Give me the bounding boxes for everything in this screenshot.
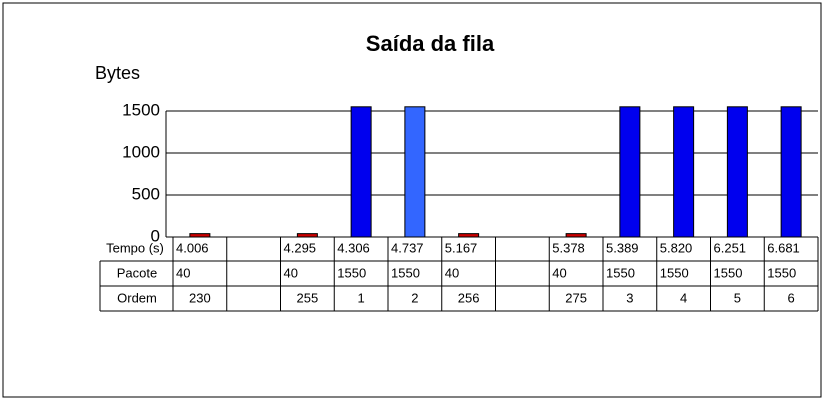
bar [673,106,695,238]
table-cell: 256 [458,290,480,305]
bar [404,106,426,238]
chart-title: Saída da fila [366,31,495,56]
bar [726,106,748,238]
bar [619,106,641,238]
table-cell: 230 [189,290,211,305]
row-header: Ordem [117,290,157,305]
row-header: Tempo (s) [106,240,164,255]
bar [350,106,372,238]
table-cell: 1550 [337,265,366,280]
y-tick-label: 0 [151,226,160,245]
x-tick-label: 5.378 [552,240,585,255]
x-tick-label: 4.295 [284,240,317,255]
x-tick-label: 6.681 [767,240,800,255]
table-cell: 3 [626,290,633,305]
table-cell: 1550 [606,265,635,280]
bar [565,233,587,238]
table-cell: 1550 [714,265,743,280]
bar [780,106,802,238]
x-tick-label: 4.306 [337,240,370,255]
table-cell: 5 [734,290,741,305]
x-tick-label: 6.251 [714,240,747,255]
y-tick-label: 500 [132,184,160,203]
table-cell: 6 [788,290,795,305]
table-cell: 1550 [391,265,420,280]
row-header: Pacote [117,265,157,280]
x-tick-label: 5.389 [606,240,639,255]
table-cell: 2 [411,290,418,305]
table-cell: 1550 [660,265,689,280]
table-cell: 255 [297,290,319,305]
table-cell: 275 [565,290,587,305]
x-tick-label: 4.006 [176,240,209,255]
table-cell: 40 [176,265,190,280]
table-cell: 40 [284,265,298,280]
table-cell: 4 [680,290,687,305]
x-tick-label: 5.820 [660,240,693,255]
table-cell: 40 [445,265,459,280]
y-axis-label: Bytes [95,63,140,83]
bar [296,233,318,238]
bar [189,233,211,238]
bar [458,233,480,238]
y-tick-label: 1000 [122,142,160,161]
table-cell: 1550 [767,265,796,280]
x-tick-label: 5.167 [445,240,478,255]
y-tick-label: 1500 [122,100,160,119]
table-cell: 40 [552,265,566,280]
table-cell: 1 [358,290,365,305]
x-tick-label: 4.737 [391,240,424,255]
